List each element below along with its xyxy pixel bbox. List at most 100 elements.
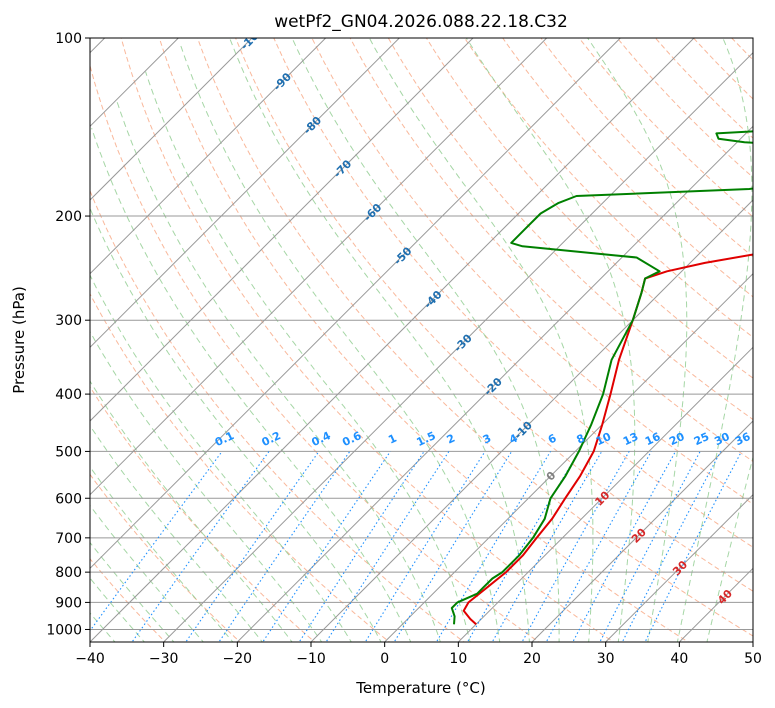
grid-layer bbox=[90, 25, 775, 645]
dry-adiabat bbox=[311, 38, 753, 505]
dry-adiabat bbox=[757, 25, 775, 645]
y-tick-label: 200 bbox=[55, 209, 82, 225]
moist-adiabat bbox=[90, 330, 323, 642]
x-axis-title: Temperature (°C) bbox=[355, 679, 485, 697]
mixing-ratio-label: 25 bbox=[692, 430, 711, 448]
moist-adiabat bbox=[90, 380, 293, 642]
isotherm-gridline bbox=[90, 38, 474, 422]
y-tick-label: 800 bbox=[55, 565, 82, 581]
mixing-ratio-line bbox=[599, 451, 701, 642]
mixing-ratio-label: 36 bbox=[733, 430, 753, 448]
dewpoint-line bbox=[450, 130, 753, 625]
mixing-ratio-line bbox=[644, 451, 742, 642]
y-tick-label: 900 bbox=[55, 595, 82, 611]
mixing-ratio-line bbox=[90, 451, 223, 632]
x-tick-label: −10 bbox=[296, 651, 326, 667]
temperature-line bbox=[462, 253, 753, 626]
dry-adiabat bbox=[387, 38, 753, 421]
dry-adiabat bbox=[540, 38, 753, 258]
mixing-ratio-line bbox=[364, 451, 486, 642]
moist-adiabat bbox=[90, 466, 234, 642]
isotherm-gridline bbox=[90, 38, 400, 349]
dry-adiabat bbox=[578, 38, 753, 218]
mixing-ratio-label: 16 bbox=[643, 430, 663, 448]
x-tick-label: 0 bbox=[380, 651, 389, 667]
chart-title: wetPf2_GN04.2026.088.22.18.C32 bbox=[274, 12, 568, 32]
moist-adiabat bbox=[90, 577, 146, 642]
isotherm-gridline bbox=[531, 420, 753, 642]
x-tick-label: 50 bbox=[744, 651, 762, 667]
x-tick-label: −30 bbox=[149, 651, 179, 667]
mixing-ratio-label: 3 bbox=[481, 432, 493, 447]
mixing-ratio-label: 1 bbox=[386, 432, 398, 447]
isotherm-gridline bbox=[90, 38, 327, 275]
isotherm-gridline bbox=[90, 38, 621, 570]
isotherm-gridline bbox=[90, 38, 253, 201]
y-tick-label: 700 bbox=[55, 531, 82, 547]
mixing-ratio-line bbox=[262, 451, 391, 642]
isotherm-gridline bbox=[457, 346, 753, 642]
moist-adiabat bbox=[90, 274, 352, 642]
moist-adiabat bbox=[90, 424, 264, 642]
isotherm-gridline bbox=[310, 199, 753, 642]
mixing-ratio-line bbox=[545, 451, 652, 642]
mixing-ratio-line bbox=[325, 451, 450, 642]
dry-adiabat bbox=[120, 38, 615, 642]
mixing-ratio-line bbox=[218, 451, 351, 642]
mixing-ratio-label: 10 bbox=[594, 430, 614, 448]
mixing-ratio-label: 0.2 bbox=[260, 429, 283, 449]
mixing-ratio-line bbox=[435, 451, 552, 642]
y-tick-label: 500 bbox=[55, 444, 82, 460]
dry-adiabat bbox=[90, 292, 391, 642]
axis-layer: −40 −30 −20 −10 0 10 20 30 40 50 100 200 300 400 500 60… bbox=[46, 31, 762, 667]
x-tick-label: 10 bbox=[449, 651, 467, 667]
mixing-ratio-label: 13 bbox=[621, 430, 640, 448]
isotherm-gridline bbox=[163, 51, 753, 642]
series-layer bbox=[450, 130, 753, 626]
y-tick-label: 1000 bbox=[46, 622, 82, 638]
dry-adiabat bbox=[158, 38, 690, 642]
moist-adiabat bbox=[145, 71, 471, 642]
x-tick-label: 20 bbox=[523, 651, 541, 667]
dry-adiabat bbox=[235, 38, 753, 592]
mixing-ratio-label: 0.1 bbox=[213, 429, 236, 449]
y-tick-label: 600 bbox=[55, 491, 82, 507]
mixing-ratio-label: 20 bbox=[667, 430, 687, 448]
moist-adiabat bbox=[116, 101, 441, 642]
mixing-ratio-line bbox=[621, 451, 722, 642]
y-tick-label: 300 bbox=[55, 313, 82, 329]
plot-frame bbox=[89, 37, 754, 643]
y-axis-title: Pressure (hPa) bbox=[10, 286, 28, 394]
mixing-ratio-line bbox=[131, 451, 270, 642]
isotherm-gridline bbox=[90, 38, 695, 642]
mixing-ratio-label: 2 bbox=[445, 432, 457, 447]
mixing-ratio-label: 1.5 bbox=[415, 429, 438, 449]
dry-adiabat bbox=[349, 38, 753, 463]
moist-adiabat bbox=[229, 38, 530, 642]
dry-adiabat bbox=[731, 38, 753, 61]
y-tick-label: 400 bbox=[55, 387, 82, 403]
dry-adiabat bbox=[464, 38, 753, 338]
moist-adiabat bbox=[91, 127, 412, 642]
dry-adiabat bbox=[273, 38, 753, 548]
x-tick-label: −20 bbox=[223, 651, 253, 667]
dry-adiabat bbox=[425, 38, 753, 379]
y-tick-label: 100 bbox=[55, 31, 82, 47]
isotherm-label: -70 bbox=[331, 157, 354, 180]
mixing-ratio-line bbox=[393, 451, 513, 642]
dry-adiabat bbox=[90, 385, 316, 642]
isotherm-gridline bbox=[384, 272, 753, 642]
isotherm-gridline bbox=[678, 567, 753, 642]
mixing-ratio-label: 30 bbox=[712, 430, 732, 448]
dry-adiabat bbox=[502, 38, 753, 298]
mixing-ratio-line bbox=[185, 451, 320, 642]
moist-adiabat bbox=[676, 38, 753, 642]
x-tick-label: −40 bbox=[75, 651, 105, 667]
dry-adiabat bbox=[90, 63, 540, 642]
x-tick-label: 30 bbox=[597, 651, 615, 667]
isotherm-gridline bbox=[236, 125, 753, 642]
x-tick-label: 40 bbox=[670, 651, 688, 667]
moist-adiabat bbox=[706, 455, 753, 642]
dry-adiabat bbox=[90, 473, 241, 642]
